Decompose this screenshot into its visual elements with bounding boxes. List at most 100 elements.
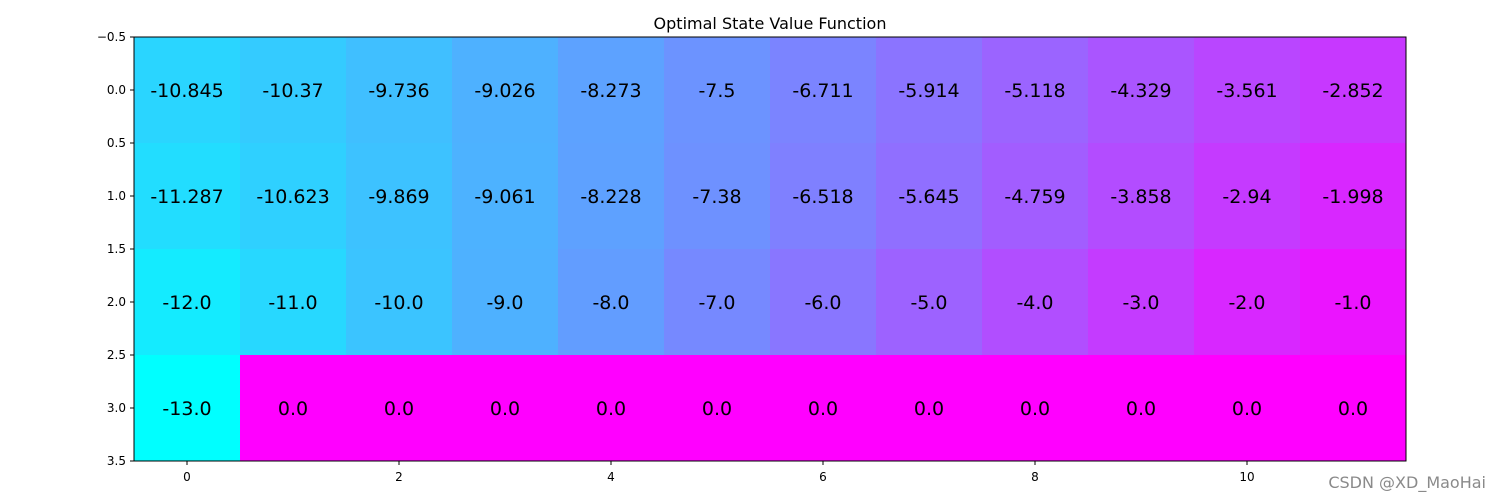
cell-value-label: 0.0 — [1232, 398, 1262, 420]
y-tick-label: 0.5 — [107, 136, 126, 150]
cell-value-label: 0.0 — [384, 398, 414, 420]
heatmap-cell — [558, 249, 665, 356]
cell-value-label: -3.561 — [1216, 80, 1277, 102]
cell-value-label: -6.711 — [792, 80, 853, 102]
heatmap-cell — [982, 355, 1089, 462]
heatmap-cell — [240, 249, 347, 356]
cell-value-label: -7.5 — [698, 80, 735, 102]
y-axis: −0.5 0.0 0.5 1.0 1.5 2.0 2.5 3.0 3.5 — [97, 30, 134, 468]
cell-value-label: -5.0 — [910, 292, 947, 314]
cell-value-label: 0.0 — [702, 398, 732, 420]
heatmap-cell — [134, 37, 241, 144]
heatmap-cell — [1088, 143, 1195, 250]
x-tick-label: 10 — [1239, 470, 1254, 484]
heatmap-cell — [1300, 143, 1407, 250]
heatmap-cell — [664, 37, 771, 144]
cell-value-label: -10.623 — [256, 186, 329, 208]
cell-value-label: -2.0 — [1228, 292, 1265, 314]
heatmap-cell — [664, 143, 771, 250]
heatmap-cell — [876, 249, 983, 356]
cell-value-label: -10.0 — [374, 292, 423, 314]
cell-value-label: -5.118 — [1004, 80, 1065, 102]
x-tick-label: 4 — [607, 470, 615, 484]
heatmap-cell — [1300, 249, 1407, 356]
heatmap-cell — [558, 355, 665, 462]
cell-value-label: -2.852 — [1322, 80, 1383, 102]
cell-value-label: -7.38 — [692, 186, 741, 208]
heatmap-cells — [134, 37, 1407, 462]
heatmap-cell — [452, 143, 559, 250]
cell-value-label: 0.0 — [808, 398, 838, 420]
y-tick-label: 3.5 — [107, 454, 126, 468]
y-tick-label: 2.5 — [107, 348, 126, 362]
cell-value-label: -11.0 — [268, 292, 317, 314]
watermark: CSDN @XD_MaoHai — [1328, 473, 1486, 492]
heatmap-cell — [346, 249, 453, 356]
cell-value-label: -9.736 — [368, 80, 429, 102]
cell-value-label: -5.645 — [898, 186, 959, 208]
cell-value-label: -12.0 — [162, 292, 211, 314]
y-tick-label: −0.5 — [97, 30, 126, 44]
cell-value-label: -9.0 — [486, 292, 523, 314]
cell-value-label: 0.0 — [278, 398, 308, 420]
heatmap-cell — [770, 143, 877, 250]
cell-value-label: 0.0 — [596, 398, 626, 420]
heatmap-cell — [558, 37, 665, 144]
heatmap-cell — [1194, 37, 1301, 144]
heatmap-cell — [346, 143, 453, 250]
heatmap-cell — [982, 143, 1089, 250]
heatmap-cell — [1300, 37, 1407, 144]
cell-value-label: -5.914 — [898, 80, 959, 102]
heatmap-cell — [770, 249, 877, 356]
cell-value-label: 0.0 — [490, 398, 520, 420]
cell-value-label: -2.94 — [1222, 186, 1271, 208]
cell-value-label: -10.845 — [150, 80, 223, 102]
cell-value-label: -9.026 — [474, 80, 535, 102]
heatmap-cell — [240, 143, 347, 250]
cell-value-label: -3.858 — [1110, 186, 1171, 208]
y-tick-label: 1.5 — [107, 242, 126, 256]
heatmap-cell — [1194, 249, 1301, 356]
heatmap-cell — [134, 249, 241, 356]
cell-value-label: -7.0 — [698, 292, 735, 314]
cell-value-label: -1.998 — [1322, 186, 1383, 208]
x-tick-label: 6 — [819, 470, 827, 484]
heatmap-cell — [558, 143, 665, 250]
cell-value-label: -6.0 — [804, 292, 841, 314]
heatmap-cell — [1088, 355, 1195, 462]
heatmap-cell — [1194, 143, 1301, 250]
heatmap-cell — [876, 143, 983, 250]
y-tick-label: 2.0 — [107, 295, 126, 309]
heatmap-cell — [240, 355, 347, 462]
y-tick-label: 0.0 — [107, 83, 126, 97]
heatmap-cell — [452, 355, 559, 462]
x-tick-label: 2 — [395, 470, 403, 484]
heatmap-cell — [346, 37, 453, 144]
cell-value-label: -4.0 — [1016, 292, 1053, 314]
heatmap-cell — [452, 37, 559, 144]
heatmap-cell — [982, 37, 1089, 144]
cell-value-label: -4.759 — [1004, 186, 1065, 208]
heatmap-cell — [664, 249, 771, 356]
heatmap-cell — [664, 355, 771, 462]
heatmap-cell — [876, 37, 983, 144]
heatmap-cell — [982, 249, 1089, 356]
heatmap-cell — [1194, 355, 1301, 462]
heatmap-cell — [452, 249, 559, 356]
cell-value-label: -9.869 — [368, 186, 429, 208]
x-tick-label: 8 — [1031, 470, 1039, 484]
cell-value-label: 0.0 — [1126, 398, 1156, 420]
y-tick-label: 1.0 — [107, 189, 126, 203]
heatmap-cell-labels: -10.845 -10.37 -9.736 -9.026 -8.273 -7.5 -6.71… — [150, 80, 1383, 420]
x-tick-label: 0 — [183, 470, 191, 484]
cell-value-label: 0.0 — [914, 398, 944, 420]
heatmap-cell — [876, 355, 983, 462]
chart-title: Optimal State Value Function — [654, 14, 887, 33]
cell-value-label: 0.0 — [1020, 398, 1050, 420]
heatmap-cell — [770, 355, 877, 462]
y-tick-label: 3.0 — [107, 401, 126, 415]
heatmap-cell — [346, 355, 453, 462]
x-axis: 0 2 4 6 8 10 — [183, 461, 1255, 484]
cell-value-label: -8.0 — [592, 292, 629, 314]
